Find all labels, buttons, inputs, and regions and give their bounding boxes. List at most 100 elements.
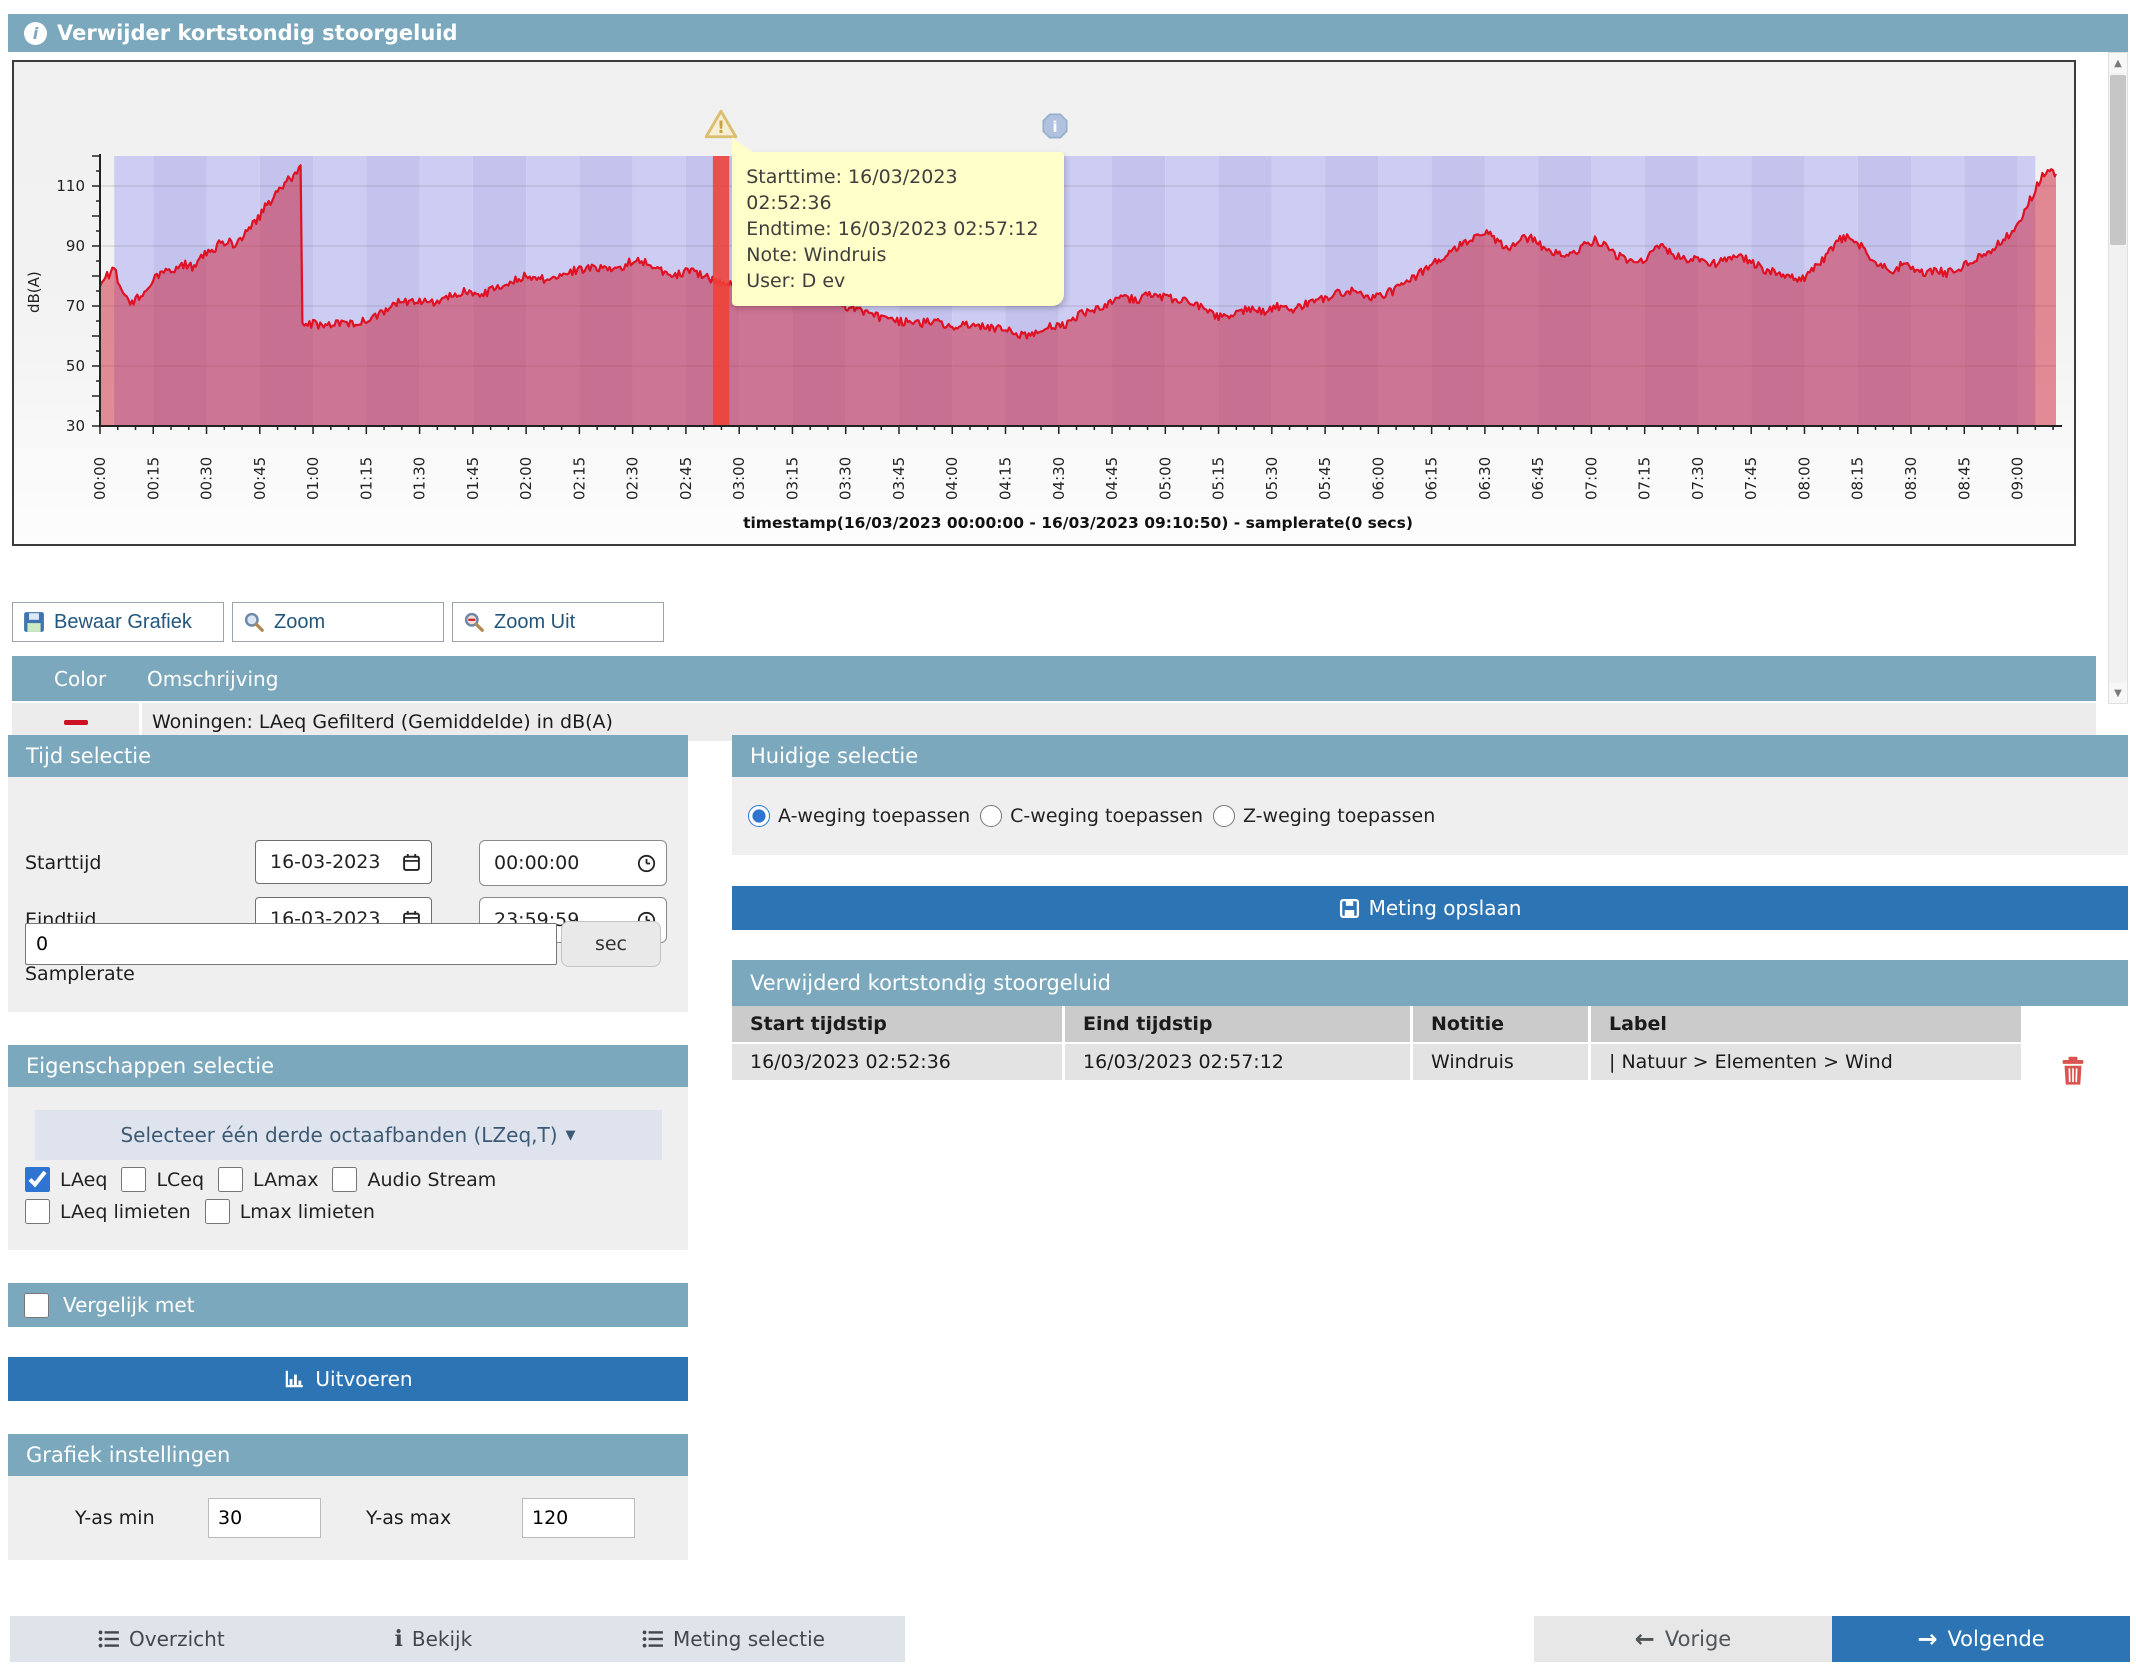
svg-text:50: 50: [66, 357, 85, 375]
clock-icon[interactable]: [637, 854, 656, 873]
arrow-right-icon: →: [1917, 1625, 1937, 1653]
uitvoeren-button[interactable]: Uitvoeren: [8, 1357, 688, 1401]
vorige-button[interactable]: ← Vorige: [1534, 1616, 1832, 1662]
bekijk-label: Bekijk: [412, 1627, 472, 1651]
svg-text:06:15: 06:15: [1423, 457, 1441, 500]
series-color-swatch: [64, 720, 88, 725]
meting-opslaan-button[interactable]: Meting opslaan: [732, 886, 2128, 930]
vertical-scrollbar[interactable]: ▲ ▼: [2108, 52, 2128, 704]
col-header-start: Start tijdstip: [732, 1006, 1062, 1042]
start-time-input[interactable]: 00:00:00: [479, 840, 667, 886]
chart-legend: Color Omschrijving Woningen: LAeq Gefilt…: [12, 656, 2096, 741]
row-eind-tijdstip: 16/03/2023 02:57:12: [1065, 1044, 1410, 1080]
volgende-button[interactable]: → Volgende: [1832, 1616, 2130, 1662]
left-column: Tijd selectie Starttijd 16-03-2023 00:00…: [8, 735, 688, 1560]
octave-dropdown-label: Selecteer één derde octaafbanden (LZeq,T…: [120, 1123, 557, 1147]
vergelijk-met-label: Vergelijk met: [63, 1293, 195, 1317]
svg-text:dB(A): dB(A): [25, 271, 43, 313]
svg-text:04:15: 04:15: [997, 457, 1015, 500]
svg-text:01:30: 01:30: [411, 457, 429, 500]
y-as-min-input[interactable]: [208, 1498, 321, 1538]
calendar-icon[interactable]: [402, 853, 421, 872]
legend-description-header: Omschrijving: [147, 667, 278, 691]
lceq-checkbox[interactable]: [121, 1167, 146, 1192]
c-weging-radio-item: C-weging toepassen: [980, 805, 1203, 827]
row-notitie: Windruis: [1413, 1044, 1588, 1080]
octave-band-dropdown[interactable]: Selecteer één derde octaafbanden (LZeq,T…: [35, 1110, 662, 1160]
meting-selectie-nav-item[interactable]: Meting selectie: [642, 1627, 825, 1651]
checkbox-row-1: LAeq LCeq LAmax Audio Stream: [8, 1167, 688, 1192]
uitvoeren-label: Uitvoeren: [315, 1367, 412, 1391]
list-icon: [642, 1629, 664, 1649]
svg-text:03:00: 03:00: [730, 457, 748, 500]
zoom-out-button[interactable]: Zoom Uit: [452, 602, 664, 642]
start-date-input[interactable]: 16-03-2023: [255, 840, 432, 884]
svg-text:00:00: 00:00: [91, 457, 109, 500]
svg-text:110: 110: [56, 177, 85, 195]
right-column: Huidige selectie A-weging toepassen C-we…: [732, 735, 2128, 1080]
bekijk-nav-item[interactable]: i Bekijk: [395, 1626, 473, 1652]
svg-text:08:15: 08:15: [1849, 457, 1867, 500]
bar-chart-icon: [283, 1368, 305, 1390]
vorige-label: Vorige: [1665, 1627, 1731, 1651]
svg-text:04:30: 04:30: [1050, 457, 1068, 500]
start-time-value: 00:00:00: [494, 852, 579, 874]
svg-text:01:00: 01:00: [304, 457, 322, 500]
svg-text:02:30: 02:30: [624, 457, 642, 500]
svg-text:06:00: 06:00: [1369, 457, 1387, 500]
col-header-label: Label: [1591, 1006, 2021, 1042]
lamax-checkbox[interactable]: [218, 1167, 243, 1192]
vergelijk-met-bar[interactable]: Vergelijk met: [8, 1283, 688, 1327]
audio-stream-checkbox[interactable]: [332, 1167, 357, 1192]
y-as-max-label: Y-as max: [366, 1507, 451, 1529]
svg-text:04:45: 04:45: [1103, 457, 1121, 500]
trash-icon: [2060, 1056, 2086, 1086]
y-as-max-input[interactable]: [522, 1498, 635, 1538]
z-weging-radio[interactable]: [1213, 805, 1235, 827]
legend-series-label: Woningen: LAeq Gefilterd (Gemiddelde) in…: [142, 711, 613, 733]
laeq-limieten-checkbox[interactable]: [25, 1199, 50, 1224]
lmax-limieten-label[interactable]: Lmax limieten: [240, 1201, 375, 1223]
legend-header: Color Omschrijving: [12, 656, 2096, 701]
magnifier-minus-icon: [463, 611, 485, 633]
meting-opslaan-label: Meting opslaan: [1369, 896, 1522, 920]
svg-text:05:00: 05:00: [1156, 457, 1174, 500]
svg-text:00:45: 00:45: [251, 457, 269, 500]
chart[interactable]: 3050709011000:0000:1500:3000:4501:0001:1…: [12, 60, 2076, 546]
svg-text:03:30: 03:30: [837, 457, 855, 500]
svg-text:70: 70: [66, 297, 85, 315]
event-info-icon[interactable]: i: [1041, 112, 1069, 140]
delete-row-button[interactable]: [2060, 1056, 2086, 1086]
warning-icon[interactable]: !: [704, 109, 738, 139]
c-weging-label[interactable]: C-weging toepassen: [1010, 805, 1203, 827]
laeq-checkbox[interactable]: [25, 1167, 50, 1192]
a-weging-radio[interactable]: [748, 805, 770, 827]
z-weging-label[interactable]: Z-weging toepassen: [1243, 805, 1435, 827]
samplerate-input[interactable]: [25, 923, 557, 965]
save-graph-button[interactable]: Bewaar Grafiek: [12, 602, 224, 642]
svg-text:03:45: 03:45: [890, 457, 908, 500]
a-weging-label[interactable]: A-weging toepassen: [778, 805, 970, 827]
scroll-down-icon[interactable]: ▼: [2109, 683, 2127, 703]
svg-text:00:30: 00:30: [198, 457, 216, 500]
svg-text:01:15: 01:15: [357, 457, 375, 500]
lmax-limieten-checkbox[interactable]: [205, 1199, 230, 1224]
svg-text:09:00: 09:00: [2009, 457, 2027, 500]
overzicht-nav-item[interactable]: Overzicht: [98, 1627, 225, 1651]
c-weging-radio[interactable]: [980, 805, 1002, 827]
laeq-limieten-label[interactable]: LAeq limieten: [60, 1201, 191, 1223]
scrollbar-thumb[interactable]: [2110, 75, 2126, 245]
lceq-label[interactable]: LCeq: [156, 1169, 204, 1191]
scroll-up-icon[interactable]: ▲: [2109, 53, 2127, 73]
svg-text:06:45: 06:45: [1529, 457, 1547, 500]
save-graph-label: Bewaar Grafiek: [54, 611, 192, 634]
laeq-label[interactable]: LAeq: [60, 1169, 107, 1191]
lamax-label[interactable]: LAmax: [253, 1169, 318, 1191]
col-header-eind: Eind tijdstip: [1065, 1006, 1410, 1042]
vergelijk-met-checkbox[interactable]: [24, 1293, 49, 1318]
zoom-button[interactable]: Zoom: [232, 602, 444, 642]
save-icon: [1339, 898, 1360, 919]
audio-stream-label[interactable]: Audio Stream: [367, 1169, 496, 1191]
z-weging-radio-item: Z-weging toepassen: [1213, 805, 1435, 827]
eigenschappen-header: Eigenschappen selectie: [8, 1045, 688, 1087]
